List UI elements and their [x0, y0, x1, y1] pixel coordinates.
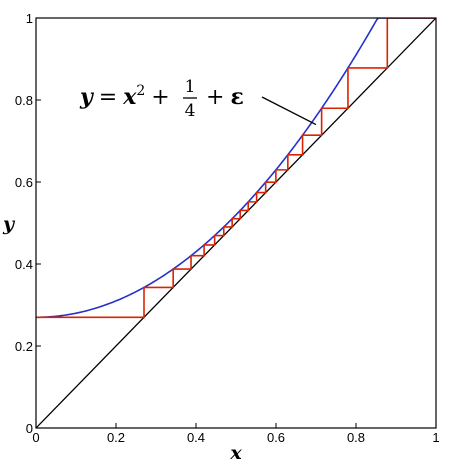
tick-layer: 0 0.2 0.4 0.6 0.8 1 0 0.2 0.4 0.6 0.8 1 — [15, 11, 440, 445]
y-tick-label: 0.8 — [15, 93, 33, 108]
svg-text:+ε: + ε — [206, 84, 244, 110]
x-tick-label: 0 — [32, 430, 39, 445]
annot-pointer-line — [261, 96, 317, 126]
x-tick-label: 0.8 — [347, 430, 365, 445]
x-tick-label: 0.2 — [107, 430, 125, 445]
y-tick-label: 0 — [26, 421, 33, 436]
y-axis-label: y — [2, 213, 16, 235]
annot-plus-1: + — [151, 85, 169, 110]
annot-exponent: 2 — [136, 83, 145, 99]
y-tick-label: 0.2 — [15, 339, 33, 354]
annot-frac-den: 4 — [185, 101, 196, 121]
y-tick-label: 1 — [26, 11, 33, 26]
curve-equation-annotation: y = x2 + 1 4 + ε — [79, 77, 317, 126]
annot-plus-2: + — [206, 85, 224, 110]
y-tick-label: 0.4 — [15, 257, 33, 272]
y-tick-label: 0.6 — [15, 175, 33, 190]
parabola-curve — [36, 18, 436, 319]
annot-equals: = — [99, 85, 117, 110]
x-tick-label: 0.6 — [267, 430, 285, 445]
cobweb-path — [36, 18, 436, 319]
plot-frame — [35, 17, 437, 429]
x-axis-label: x — [229, 442, 242, 464]
plot-layer — [36, 18, 436, 428]
annot-epsilon: ε — [230, 84, 243, 110]
annot-x-var: x — [122, 84, 137, 110]
svg-text:y=x2+: y = x2 + — [79, 83, 170, 110]
x-tick-label: 1 — [432, 430, 439, 445]
annot-y-var: y — [79, 84, 95, 110]
x-tick-label: 0.4 — [187, 430, 205, 445]
annot-frac-num: 1 — [185, 77, 196, 97]
identity-line — [36, 18, 436, 428]
